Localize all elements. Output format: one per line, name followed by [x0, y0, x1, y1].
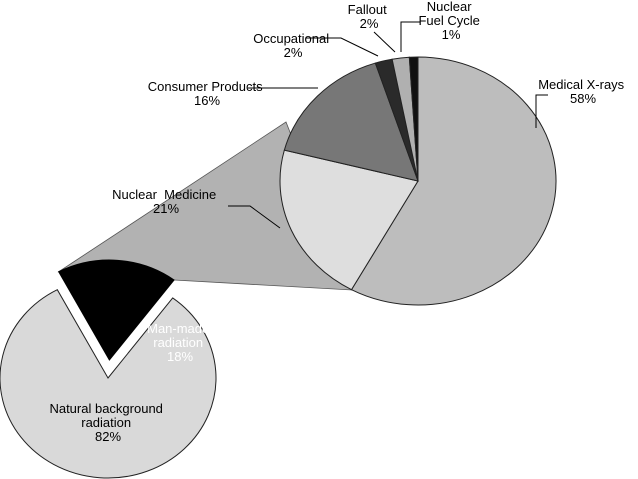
label-nuclear-medicine-value: 21% [153, 201, 179, 216]
label-nuclear-fuel-cycle-name-2: Fuel Cycle [418, 13, 479, 28]
label-nuclear-medicine: Nuclear Medicine 21% [112, 187, 220, 216]
pie-slice-natural-background-radiation [0, 289, 217, 479]
leader-occupational [306, 37, 379, 57]
pie-slice-nuclear-medicine [279, 149, 419, 291]
label-consumer-products-name: Consumer Products [148, 79, 263, 94]
label-natural-background: Natural background radiation 82% [49, 401, 166, 444]
label-nuclear-fuel-cycle: Nuclear Fuel Cycle 1% [418, 0, 483, 42]
main-pie [0, 259, 217, 479]
label-fallout-value: 2% [360, 16, 379, 31]
label-consumer-products: Consumer Products 16% [148, 79, 267, 108]
label-fallout: Fallout 2% [348, 2, 391, 31]
pie-slice-consumer-products [283, 62, 419, 182]
pie-slice-nuclear-fuel-cycle [408, 56, 419, 182]
leader-fallout [373, 31, 396, 53]
label-nuclear-fuel-cycle-name-1: Nuclear [427, 0, 472, 14]
label-man-made: Man-made radiation 18% [147, 321, 213, 364]
label-occupational-value: 2% [284, 45, 303, 60]
label-consumer-products-value: 16% [194, 93, 220, 108]
pie-slice-medical-x-rays [350, 56, 557, 306]
label-medical-xrays-name: Medical X-rays [538, 77, 624, 92]
label-natural-background-name-1: Natural background [49, 401, 162, 416]
label-natural-background-value: 82% [95, 429, 121, 444]
leader-medical-xrays [535, 94, 548, 128]
leader-nuclear-fuel-cycle [400, 21, 420, 52]
label-nuclear-medicine-name: Nuclear Medicine [112, 187, 216, 202]
leader-lines [228, 21, 548, 229]
label-occupational: Occupational 2% [253, 31, 333, 60]
label-natural-background-name-2: radiation [81, 415, 131, 430]
label-nuclear-fuel-cycle-value: 1% [442, 27, 461, 42]
label-man-made-name-1: Man-made [147, 321, 209, 336]
label-medical-xrays: Medical X-rays 58% [538, 77, 628, 106]
label-man-made-value: 18% [167, 349, 193, 364]
label-man-made-name-2: radiation [153, 335, 203, 350]
leader-nuclear-medicine [228, 205, 281, 229]
label-fallout-name: Fallout [348, 2, 387, 17]
detail-pie [279, 56, 557, 306]
label-occupational-name: Occupational [253, 31, 329, 46]
label-medical-xrays-value: 58% [570, 91, 596, 106]
pie-slice-man-made-radiation [57, 259, 175, 361]
